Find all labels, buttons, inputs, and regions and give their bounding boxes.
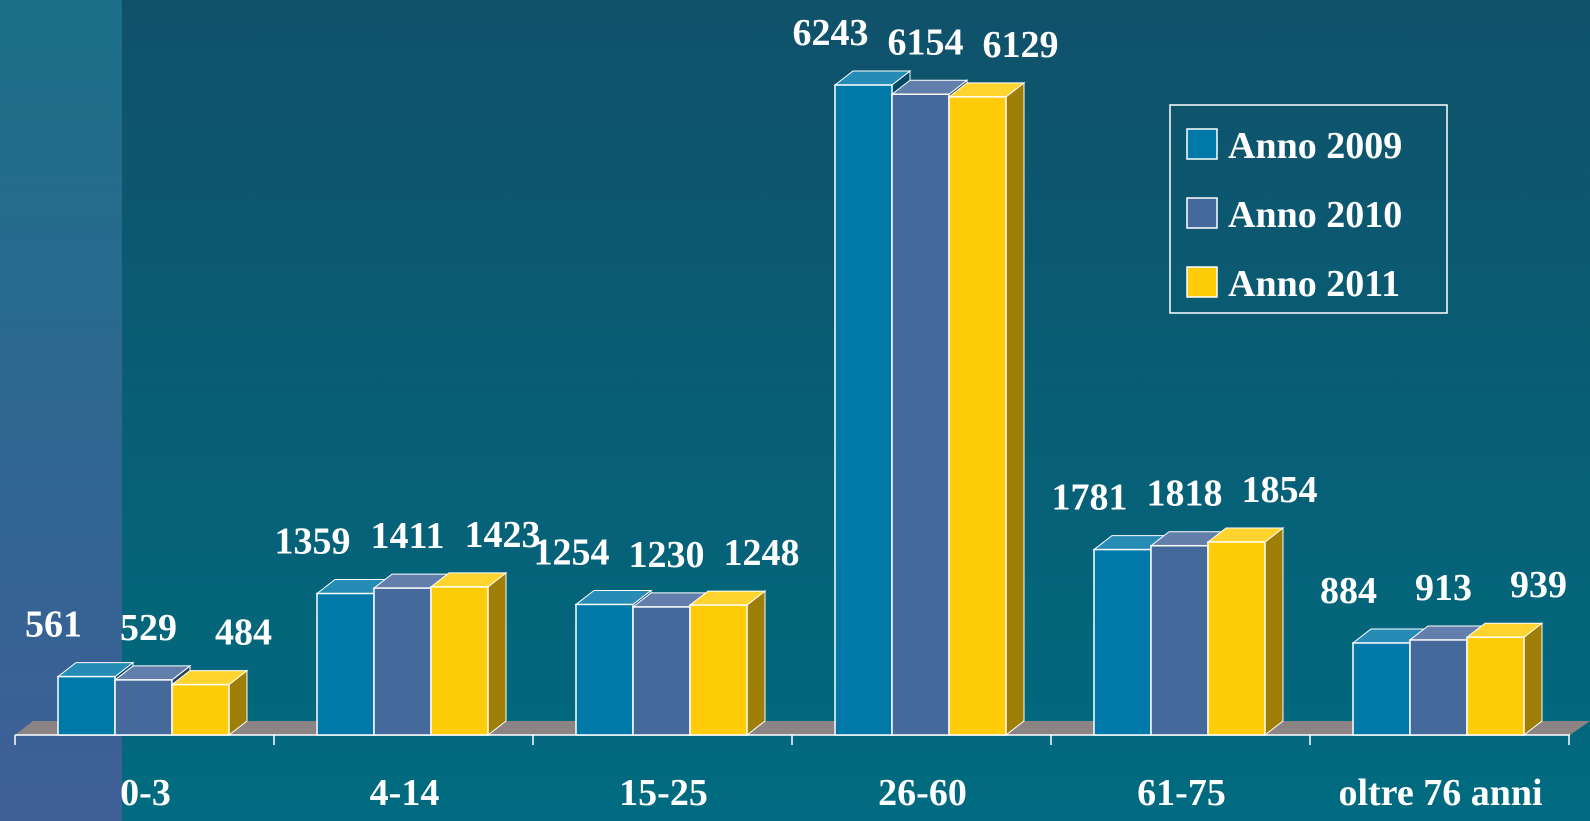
bar-front bbox=[1093, 548, 1152, 736]
legend-label: Anno 2011 bbox=[1228, 263, 1400, 305]
bar bbox=[170, 669, 249, 737]
bar-front bbox=[430, 586, 489, 736]
data-label: 6154 bbox=[888, 21, 964, 63]
data-label: 1423 bbox=[465, 514, 541, 556]
data-label: 1230 bbox=[629, 534, 705, 576]
legend: Anno 2009 Anno 2010 Anno 2011 bbox=[1169, 104, 1448, 314]
legend-swatch bbox=[1186, 128, 1218, 160]
bar-front bbox=[57, 675, 116, 736]
x-ticks: 0-3 4-14 15-25 26-60 61-75 oltre 76 anni bbox=[14, 735, 1570, 814]
bar-front bbox=[891, 93, 950, 736]
data-label: 884 bbox=[1320, 570, 1377, 612]
bar-front bbox=[948, 96, 1007, 736]
bar-front bbox=[373, 587, 432, 736]
bar-front bbox=[114, 679, 173, 736]
bar-side bbox=[487, 571, 507, 737]
x-tick-label: 4-14 bbox=[370, 772, 440, 814]
bar-front bbox=[575, 603, 634, 736]
x-tick-label: 26-60 bbox=[878, 772, 967, 814]
bar-front bbox=[1150, 544, 1209, 736]
data-label: 1818 bbox=[1147, 473, 1223, 515]
data-label: 529 bbox=[120, 607, 177, 649]
legend-label: Anno 2010 bbox=[1228, 194, 1402, 236]
data-label: 1248 bbox=[724, 532, 800, 574]
bar bbox=[1465, 622, 1544, 737]
bar-side bbox=[746, 590, 766, 737]
data-label: 1854 bbox=[1242, 469, 1318, 511]
data-label: 1411 bbox=[371, 515, 445, 557]
bar-front bbox=[1466, 636, 1525, 736]
bar-front bbox=[1207, 541, 1266, 736]
data-label: 1359 bbox=[275, 521, 351, 563]
data-label: 6129 bbox=[983, 24, 1059, 66]
data-label: 1781 bbox=[1052, 477, 1128, 519]
data-label: 1254 bbox=[534, 531, 610, 573]
data-label: 913 bbox=[1415, 567, 1472, 609]
legend-box bbox=[1169, 104, 1448, 314]
data-label: 6243 bbox=[793, 12, 869, 54]
x-tick-label: 0-3 bbox=[120, 772, 171, 814]
bar-side bbox=[1523, 622, 1543, 737]
bar-front bbox=[834, 84, 893, 736]
bar-front bbox=[1352, 642, 1411, 736]
data-label: 561 bbox=[25, 604, 82, 646]
data-label: 484 bbox=[215, 612, 272, 654]
data-label: 939 bbox=[1510, 564, 1567, 606]
bar-front bbox=[689, 604, 748, 736]
bar bbox=[1206, 526, 1285, 737]
bar-front bbox=[1409, 639, 1468, 736]
legend-swatch bbox=[1186, 266, 1218, 298]
bar-side bbox=[1264, 526, 1284, 737]
bar-front bbox=[632, 606, 691, 736]
x-tick-label: oltre 76 anni bbox=[1338, 772, 1542, 814]
x-tick-label: 15-25 bbox=[619, 772, 708, 814]
bar bbox=[429, 571, 508, 737]
legend-swatch bbox=[1186, 197, 1218, 229]
x-tick-label: 61-75 bbox=[1137, 772, 1226, 814]
legend-label: Anno 2009 bbox=[1228, 125, 1402, 167]
bar bbox=[947, 81, 1026, 737]
bar bbox=[688, 590, 767, 737]
bar-side bbox=[1005, 81, 1025, 737]
bar-front bbox=[171, 683, 230, 736]
bar-front bbox=[316, 592, 375, 736]
